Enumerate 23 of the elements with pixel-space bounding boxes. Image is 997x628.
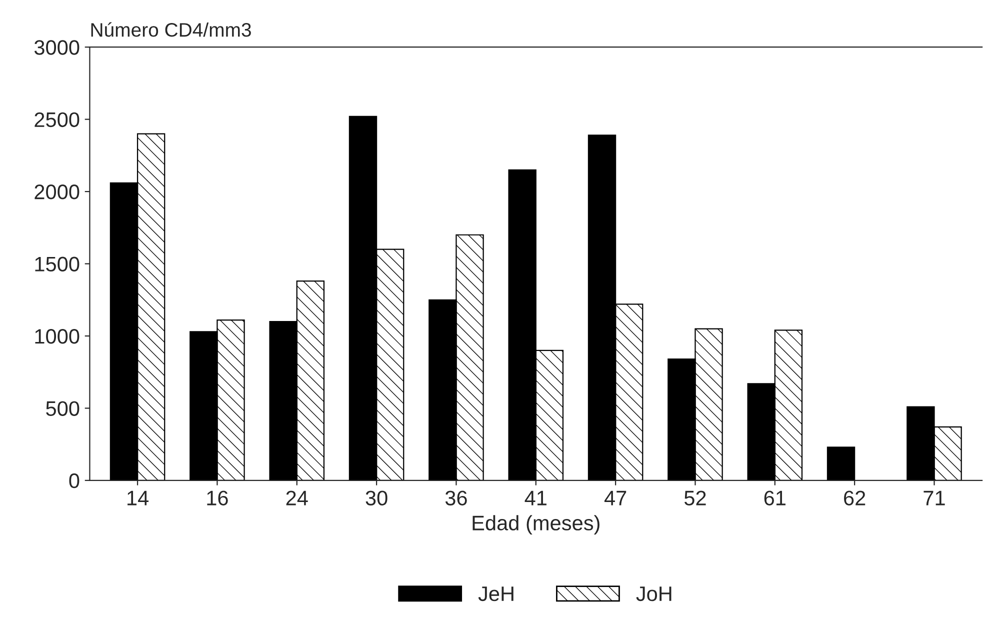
x-tick-label: 36 <box>445 490 467 506</box>
y-tick-label: 1500 <box>35 256 80 272</box>
bar <box>826 446 856 480</box>
legend-label: JoH <box>636 586 672 602</box>
x-tick-label: 14 <box>128 490 149 506</box>
y-tick-label: 500 <box>46 401 80 416</box>
x-tick-label: 62 <box>844 490 866 506</box>
y-tick-label: 2000 <box>34 184 80 200</box>
x-tick-label: 71 <box>924 490 945 506</box>
x-axis-title: Edad (meses) <box>472 515 600 535</box>
x-tick-label: 24 <box>286 490 308 506</box>
y-tick-label: 1000 <box>35 328 80 344</box>
x-tick-label: 41 <box>524 490 546 506</box>
y-tick-label: 2500 <box>34 112 80 128</box>
x-tick-label: 47 <box>604 490 626 506</box>
y-tick-label: 3000 <box>34 40 80 55</box>
y-axis-title: Número CD4/mm3 <box>91 22 251 37</box>
x-tick-label: 61 <box>764 490 786 506</box>
y-tick-label: 0 <box>69 473 80 488</box>
legend-label: JeH <box>478 586 514 602</box>
x-tick-label: 16 <box>207 490 228 506</box>
x-tick-label: 52 <box>684 490 706 506</box>
x-tick-label: 30 <box>366 490 388 506</box>
